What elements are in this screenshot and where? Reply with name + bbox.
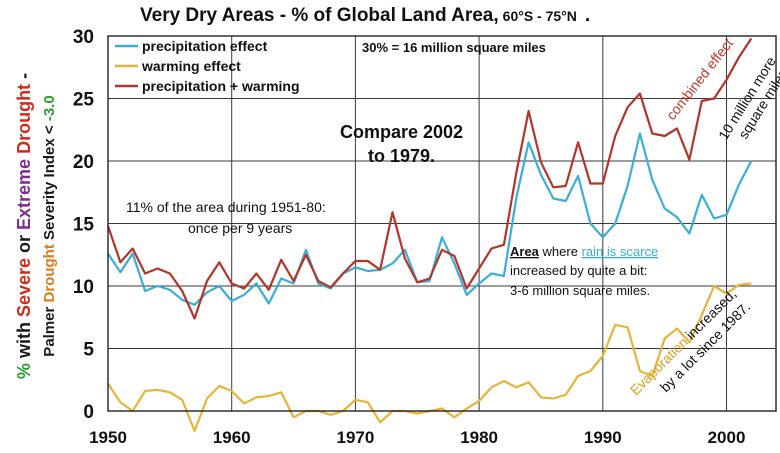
axis-ticks: 1950 1960 1970 1980 1990 2000 0 5 10 15 20 25 30 <box>73 27 746 447</box>
annotation-compare-line-2: to 1979. <box>368 146 435 166</box>
annotation-area-word: Area <box>510 244 540 259</box>
chart-title-range: 60°S - 75°N <box>503 8 577 24</box>
x-tick-label: 2000 <box>708 428 746 447</box>
y-axis-label-part: -3.0 <box>41 95 58 121</box>
annotation-area-line-2: increased by quite a bit: <box>510 263 647 278</box>
y-axis-label-part: % <box>14 358 34 379</box>
y-tick-label: 10 <box>73 277 94 298</box>
y-axis-label-part: or <box>14 230 34 253</box>
y-tick-label: 30 <box>73 27 94 48</box>
y-tick-label: 0 <box>83 402 94 423</box>
x-tick-label: 1970 <box>336 428 374 447</box>
legend-label-warming: warming effect <box>141 58 241 74</box>
annotation-30-percent: 30% = 16 million square miles <box>362 40 546 55</box>
y-axis-label-part: Palmer <box>41 302 58 356</box>
annotation-area-where: where <box>542 244 578 259</box>
chart-title-dot: . <box>585 5 590 26</box>
y-axis-label-part: Drought <box>14 84 34 154</box>
chart-title: Very Dry Areas - % of Global Land Area, 6… <box>140 5 590 26</box>
annotation-area-rain: rain is scarce <box>582 244 659 259</box>
chart-title-main: Very Dry Areas - % of Global Land Area, <box>140 5 499 26</box>
annotation-baseline-line-1: 11% of the area during 1951-80: <box>126 199 326 215</box>
y-tick-label: 20 <box>73 152 94 173</box>
legend: precipitation effect warming effect prec… <box>115 38 300 94</box>
annotation-area-line-3: 3-6 million square miles. <box>510 283 650 298</box>
legend-label-combined: precipitation + warming <box>142 78 300 94</box>
y-tick-label: 5 <box>83 340 94 361</box>
x-tick-label: 1990 <box>584 428 622 447</box>
y-axis-label-part: Drought <box>41 240 58 302</box>
legend-label-precipitation: precipitation effect <box>142 38 268 54</box>
x-tick-label: 1960 <box>213 428 251 447</box>
y-tick-label: 25 <box>73 90 95 111</box>
series-line-combined <box>106 37 753 320</box>
annotation-area-line-1: Area where rain is scarce <box>510 244 658 259</box>
x-tick-label: 1980 <box>460 428 498 447</box>
annotation-compare-line-1: Compare 2002 <box>340 122 463 142</box>
series-line-precipitation <box>107 132 753 306</box>
y-axis-label-line-2: Palmer Drought Severity Index < -3.0 <box>41 95 58 356</box>
y-axis-label-part: Extreme <box>14 154 34 230</box>
x-tick-label: 1950 <box>89 428 127 447</box>
y-axis-label-part: with <box>14 317 34 359</box>
y-axis-label-part: Severity Index < <box>41 121 58 240</box>
plot-frame <box>107 35 777 412</box>
annotation-baseline-line-2: once per 9 years <box>188 220 292 236</box>
y-tick-label: 15 <box>73 215 95 236</box>
y-axis-label-part: - <box>14 73 34 84</box>
y-axis-label-line-1: % with Severe or Extreme Drought - <box>14 73 34 379</box>
y-axis-label-part: Severe <box>14 253 34 317</box>
